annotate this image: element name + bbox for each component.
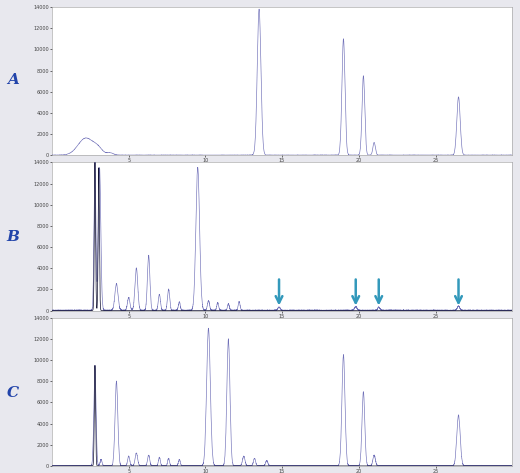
Text: A: A: [7, 73, 19, 88]
Text: C: C: [7, 385, 19, 400]
Text: B: B: [7, 229, 19, 244]
